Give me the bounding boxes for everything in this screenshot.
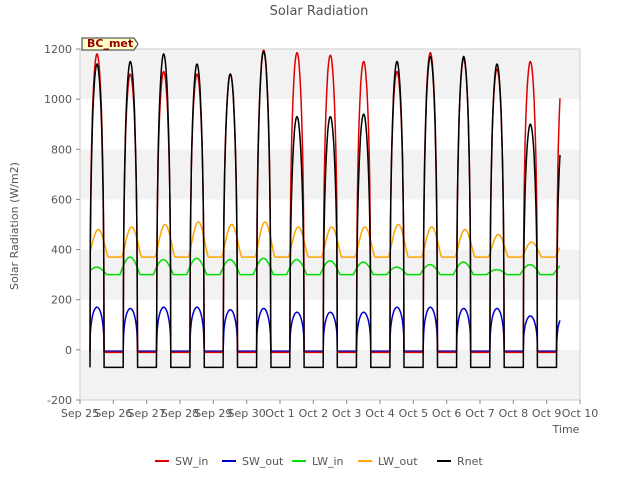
legend-label: LW_in (312, 455, 344, 468)
x-tick-label: Oct 5 (399, 407, 429, 420)
legend-label: SW_out (242, 455, 284, 468)
series-layer (89, 49, 561, 369)
x-axis-label: Time (552, 423, 580, 436)
series-line-rnet (89, 50, 561, 369)
chart-title: Solar Radiation (270, 4, 369, 19)
series-line-lw-out (89, 221, 561, 258)
y-axis-ticks: -200 0 200 400 600 800 1000 1200 (44, 43, 80, 407)
y-tick-label: 400 (51, 244, 72, 257)
y-tick-label: 0 (65, 344, 72, 357)
site-label-frame (81, 37, 139, 51)
legend-label: Rnet (457, 455, 483, 468)
x-tick-label: Sep 29 (194, 407, 232, 420)
y-axis-label: Solar Radiation (W/m2) (8, 162, 21, 290)
y-tick-label: 1000 (44, 93, 72, 106)
x-tick-label: Oct 1 (265, 407, 295, 420)
x-tick-label: Sep 28 (161, 407, 199, 420)
x-tick-label: Oct 3 (332, 407, 362, 420)
series-line-sw-out (89, 306, 561, 352)
x-tick-label: Oct 4 (365, 407, 395, 420)
grid-band (80, 349, 580, 400)
site-label: BC_met (87, 37, 133, 50)
x-tick-label: Sep 25 (61, 407, 99, 420)
x-tick-label: Oct 10 (562, 407, 599, 420)
x-tick-label: Oct 6 (432, 407, 462, 420)
x-tick-label: Sep 26 (94, 407, 132, 420)
x-tick-label: Sep 27 (128, 407, 166, 420)
grid-band (80, 149, 580, 200)
legend-label: SW_in (175, 455, 208, 468)
grid-band (80, 249, 580, 300)
x-tick-label: Oct 9 (532, 407, 562, 420)
legend: SW_in SW_out LW_in LW_out Rnet (155, 455, 483, 468)
x-tick-label: Oct 7 (465, 407, 495, 420)
x-tick-label: Sep 30 (228, 407, 266, 420)
series-line-lw-in (89, 256, 561, 276)
y-tick-label: 600 (51, 193, 72, 206)
y-tick-label: 800 (51, 143, 72, 156)
y-tick-label: 200 (51, 294, 72, 307)
y-tick-label: 1200 (44, 43, 72, 56)
site-label-box: BC_met (81, 37, 139, 51)
x-tick-label: Oct 8 (499, 407, 529, 420)
x-tick-label: Oct 2 (299, 407, 329, 420)
y-tick-label: -200 (47, 394, 72, 407)
plot-area-frame (79, 48, 581, 401)
legend-label: LW_out (378, 455, 418, 468)
